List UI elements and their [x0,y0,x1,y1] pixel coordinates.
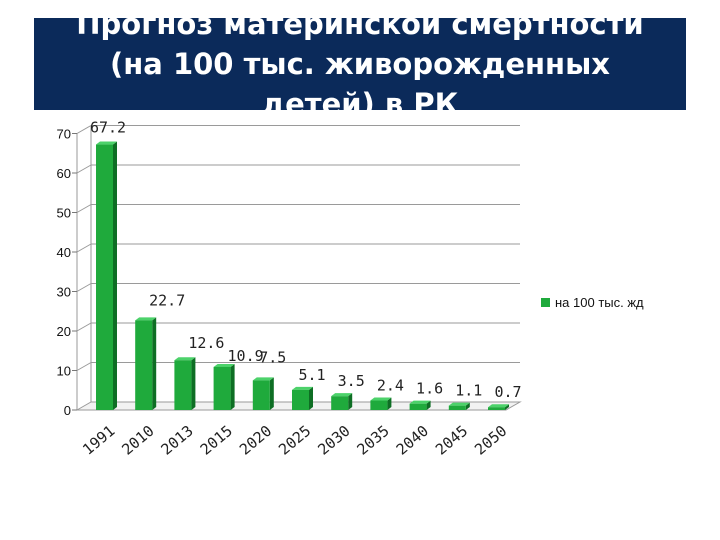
bar [370,397,392,410]
bar-side [387,397,392,410]
y-tick-label: 20 [57,324,71,339]
bar-top [488,404,509,408]
x-tick-label: 2025 [275,422,314,459]
x-tick-label: 2045 [432,422,471,459]
bar-layer [96,141,509,410]
bar [213,363,235,410]
bar-side [505,404,509,410]
data-label-layer: 67.2 22.7 12.610.97.5 5.1 3.5 2.4 1.6 1.1 0.7 [90,119,522,402]
data-label: 7.5 [259,348,286,366]
bar-front [448,405,466,410]
x-tick-label: 2040 [393,422,432,459]
y-tick-label: 10 [57,364,71,379]
bar-top [135,317,157,321]
y-tick-label: 30 [57,285,71,300]
bar-side [465,402,470,410]
bar [96,141,117,410]
bar-front [370,400,388,410]
y-tick-label: 50 [57,206,71,221]
bar-front [252,380,270,410]
x-tick-layer: 1991 2010 2013 2015 2020 2025 2030 2035 2040 2045… [79,422,510,459]
bar-top [96,141,117,145]
y-tick-label: 0 [64,403,71,418]
chart-title: Прогноз материнской смертности (на 100 т… [76,7,644,121]
legend: на 100 тыс. жд [541,295,644,310]
bar-side [348,393,353,410]
bar-top [370,397,392,401]
legend-swatch [541,298,550,307]
data-label: 1.1 [455,382,482,400]
data-label: 22.7 [149,291,185,309]
bar-front [135,320,153,410]
bar [409,400,431,410]
bar-front [488,407,505,410]
bar-front [292,389,309,410]
bar-top [331,393,353,397]
bar-top [409,400,431,404]
bar-top [252,377,274,381]
data-label: 5.1 [298,366,325,384]
data-label: 2.4 [377,377,404,395]
y-tick-label: 70 [57,127,71,142]
y-tick-label: 40 [57,245,71,260]
x-tick-label: 2030 [314,422,353,459]
data-label: 10.9 [228,347,264,365]
bar-side [269,377,274,410]
y-tick-label: 60 [57,166,71,181]
grid-layer [76,125,520,371]
bar-front [174,360,192,410]
x-tick-label: 2050 [471,422,510,459]
bar-top [292,386,313,390]
x-tick-label: 2020 [236,422,275,459]
data-label: 12.6 [188,334,224,352]
bar [331,393,353,410]
x-tick-label: 2015 [197,422,236,459]
bar-top [174,357,196,361]
data-label: 0.7 [494,383,521,401]
bar [292,386,313,410]
bar-top [213,363,235,367]
data-label: 3.5 [338,372,365,390]
bar [135,317,157,410]
x-tick-label: 2010 [118,422,157,459]
x-tick-label: 1991 [79,422,118,459]
bar [488,404,509,410]
bar-top [448,402,470,406]
bar-front [409,403,427,410]
data-label: 67.2 [90,119,126,137]
bar-side [191,357,196,410]
x-tick-label: 2013 [158,422,197,459]
bar-front [96,144,113,410]
bar-side [152,317,157,410]
bar [252,377,274,410]
bar-front [331,396,349,410]
axis-layer: 0 10 20 30 40 50 60 70 [57,125,522,418]
bar-side [426,400,431,410]
bar-side [230,363,235,410]
bar-side [113,141,117,410]
bar [448,402,470,410]
title-banner: Прогноз материнской смертности (на 100 т… [34,7,686,121]
legend-label: на 100 тыс. жд [555,295,644,310]
bar-front [213,366,231,410]
bar [174,357,196,410]
data-label: 1.6 [416,380,443,398]
x-tick-label: 2035 [354,422,393,459]
bar-side [309,386,313,410]
